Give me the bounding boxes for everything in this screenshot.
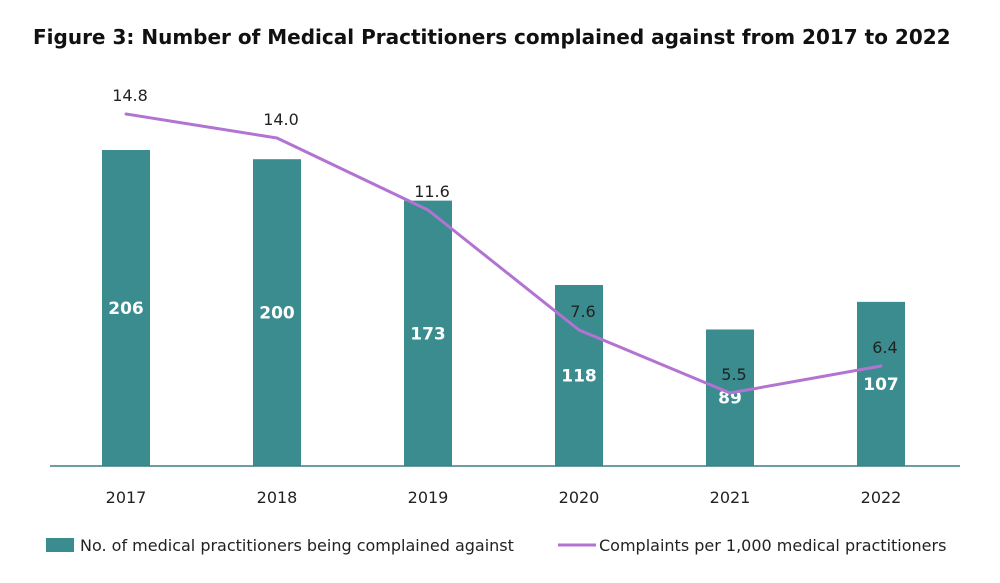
line-series-group: 14.8 14.0 11.6 7.6 5.5 6.4: [112, 86, 898, 395]
bar-labels-group: 206 200 173 118 89 107: [108, 299, 899, 409]
x-tick-labels: 2017 2018 2019 2020 2021 2022: [106, 488, 902, 507]
bar-2021: [706, 329, 754, 466]
bar-value-label-2020: 118: [561, 366, 597, 386]
bar-value-label-2022: 107: [863, 375, 899, 395]
x-tick-label-2021: 2021: [710, 488, 751, 507]
bar-value-label-2021: 89: [718, 389, 742, 409]
line-series-path: [124, 112, 883, 395]
line-value-label-2021: 5.5: [721, 365, 746, 384]
line-value-label-2022: 6.4: [872, 338, 897, 357]
line-value-label-2017: 14.8: [112, 86, 148, 105]
legend: No. of medical practitioners being compl…: [46, 536, 946, 555]
bar-value-label-2018: 200: [259, 304, 295, 324]
bar-2020: [555, 284, 603, 466]
bar-2018: [253, 159, 301, 466]
bar-value-label-2019: 173: [410, 324, 446, 344]
x-tick-label-2018: 2018: [257, 488, 298, 507]
bar-2017: [102, 150, 150, 466]
x-tick-label-2019: 2019: [408, 488, 449, 507]
line-value-label-2018: 14.0: [263, 110, 299, 129]
x-tick-label-2017: 2017: [106, 488, 147, 507]
line-value-label-2020: 7.6: [570, 302, 595, 321]
x-tick-label-2020: 2020: [559, 488, 600, 507]
legend-swatch-bar: [46, 538, 74, 552]
legend-label-bar: No. of medical practitioners being compl…: [80, 536, 514, 555]
bars-group: [102, 150, 905, 467]
bar-value-label-2017: 206: [108, 299, 144, 319]
x-tick-label-2022: 2022: [861, 488, 902, 507]
line-value-label-2019: 11.6: [414, 182, 450, 201]
bar-2019: [404, 200, 452, 467]
legend-label-line: Complaints per 1,000 medical practitione…: [599, 536, 946, 555]
bar-2022: [857, 301, 905, 466]
chart-title: Figure 3: Number of Medical Practitioner…: [33, 25, 951, 49]
